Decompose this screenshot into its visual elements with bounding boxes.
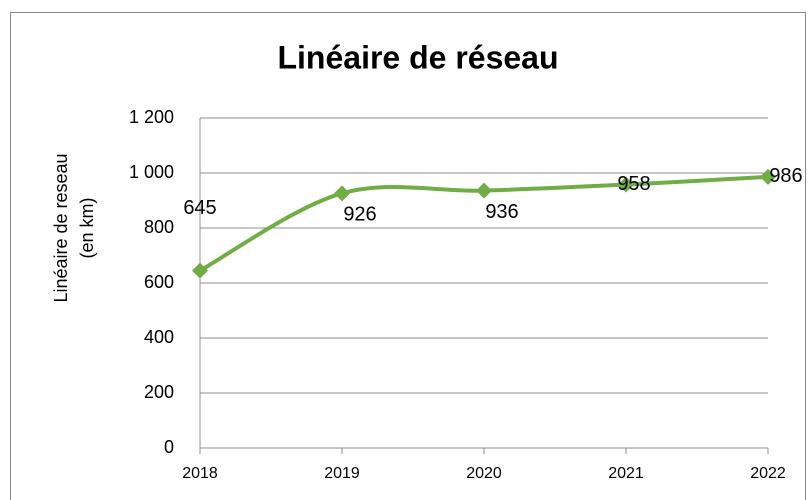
x-tick-label: 2021	[608, 465, 644, 482]
data-point	[618, 176, 634, 193]
x-tick-label: 2020	[466, 465, 502, 482]
y-axis-label: Linéaire de reseau	[51, 153, 71, 302]
y-tick-label: 1 000	[129, 162, 174, 182]
data-label: 986	[769, 165, 802, 187]
chart-frame	[10, 12, 806, 500]
y-tick-label: 600	[144, 272, 174, 292]
data-label: 926	[343, 204, 376, 226]
data-point	[760, 168, 776, 185]
y-axis-label: (en km)	[77, 197, 97, 258]
data-label: 958	[617, 173, 650, 195]
y-tick-label: 800	[144, 217, 174, 237]
x-tick-label: 2022	[750, 465, 786, 482]
data-label: 645	[183, 197, 216, 219]
x-tick-label: 2019	[324, 465, 360, 482]
chart-title: Linéaire de réseau	[277, 39, 558, 75]
data-label: 936	[485, 201, 518, 223]
y-tick-label: 200	[144, 382, 174, 402]
x-tick-label: 2018	[182, 465, 218, 482]
data-point	[192, 262, 208, 279]
y-tick-label: 1 200	[129, 107, 174, 127]
data-point	[334, 185, 350, 202]
data-point	[476, 182, 492, 199]
y-tick-label: 400	[144, 327, 174, 347]
y-tick-label: 0	[164, 437, 174, 457]
